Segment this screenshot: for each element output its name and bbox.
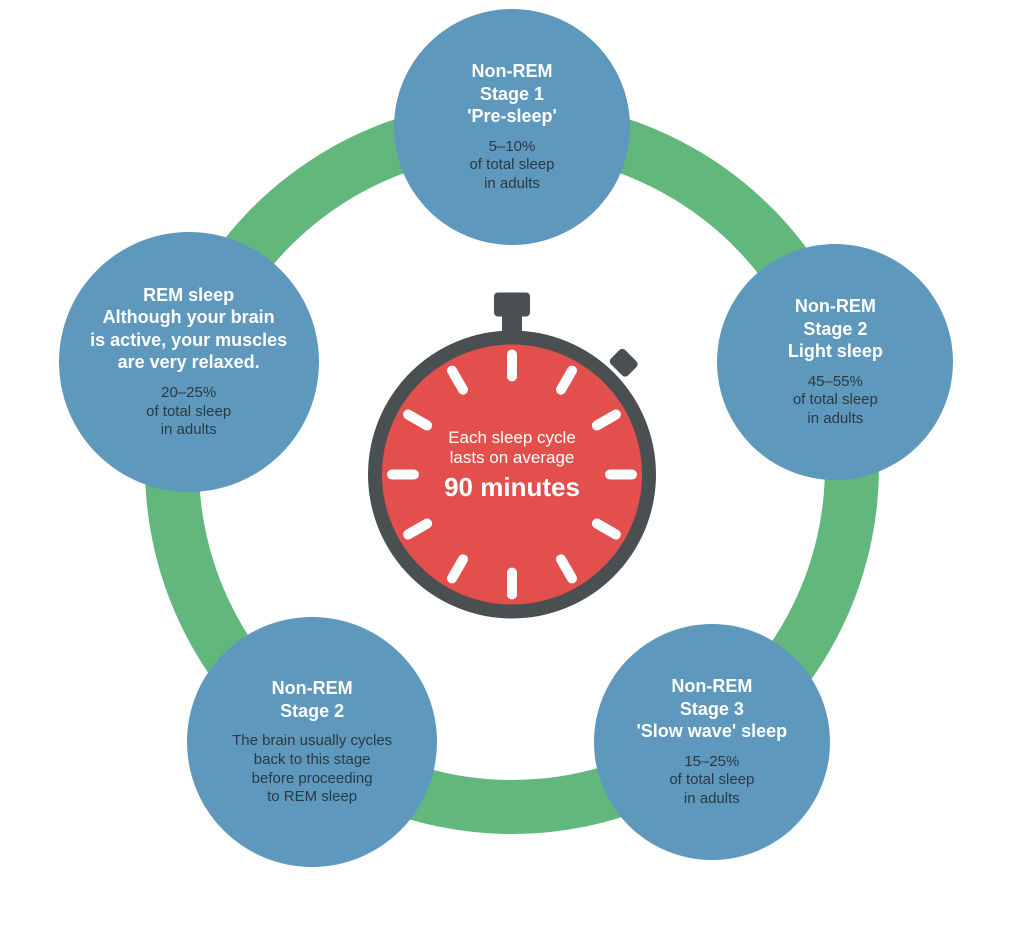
stopwatch-label: Each sleep cyclelasts on average 90 minu…: [412, 428, 612, 503]
stage-subtext: 20–25%of total sleepin adults: [146, 384, 231, 440]
stage-node-stage2a: Non-REMStage 2Light sleep 45–55%of total …: [717, 244, 953, 480]
sleep-cycle-diagram: Each sleep cyclelasts on average 90 minu…: [0, 0, 1024, 934]
stage-title: Non-REMStage 1'Pre-sleep': [467, 60, 557, 128]
stage-subtext: The brain usually cyclesback to this sta…: [232, 732, 392, 807]
stage-subtext: 45–55%of total sleepin adults: [793, 373, 878, 429]
stage-title: Non-REMStage 3'Slow wave' sleep: [637, 675, 788, 743]
stage-node-stage3: Non-REMStage 3'Slow wave' sleep 15–25%of …: [594, 624, 830, 860]
stage-title: REM sleepAlthough your brainis active, y…: [90, 284, 287, 374]
stage-subtext: 5–10%of total sleepin adults: [469, 138, 554, 194]
stage-node-stage2b: Non-REMStage 2 The brain usually cyclesba…: [187, 617, 437, 867]
stage-node-rem: REM sleepAlthough your brainis active, y…: [59, 232, 319, 492]
stage-title: Non-REMStage 2: [272, 677, 353, 722]
stage-subtext: 15–25%of total sleepin adults: [669, 753, 754, 809]
stage-node-stage1: Non-REMStage 1'Pre-sleep' 5–10%of total s…: [394, 9, 630, 245]
stage-title: Non-REMStage 2Light sleep: [788, 295, 883, 363]
